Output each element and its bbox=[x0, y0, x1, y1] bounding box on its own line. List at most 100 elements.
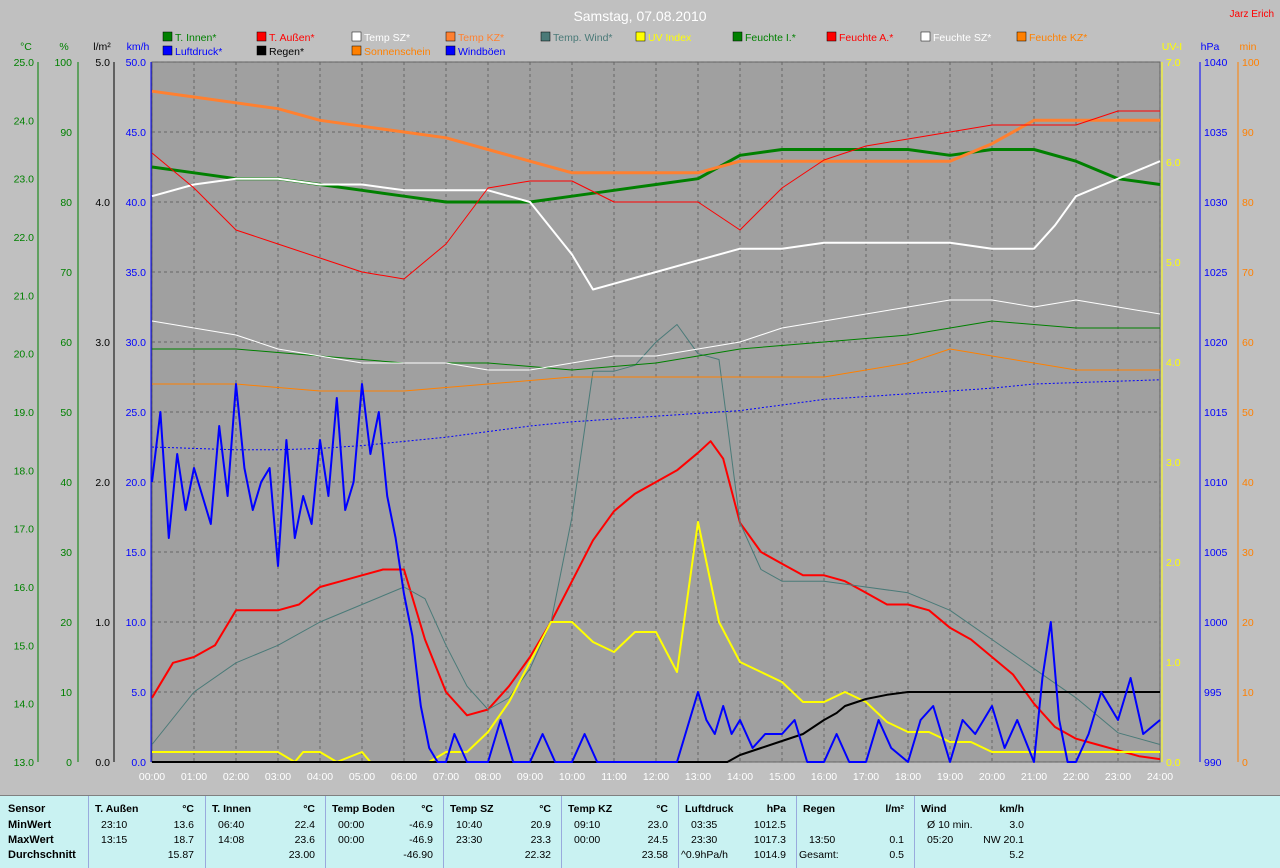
axis-tick-label: 995 bbox=[1204, 687, 1222, 699]
legend-entry: Windböen bbox=[458, 46, 505, 58]
axis-tick-label: 1010 bbox=[1204, 477, 1228, 489]
series-line bbox=[151, 440, 1161, 761]
axis-tick-label: 1.0 bbox=[95, 617, 110, 629]
legend-swatch bbox=[162, 45, 173, 56]
stat-min-value: 1012.5 bbox=[753, 819, 786, 831]
stat-max-value: 0.1 bbox=[889, 834, 904, 846]
axis-tick-label: 1020 bbox=[1204, 337, 1228, 349]
stat-avg-value: 23.00 bbox=[288, 849, 315, 861]
x-tick-label: 14:00 bbox=[727, 771, 753, 783]
axis-tick-label: 40 bbox=[1242, 477, 1254, 489]
axis-tick-label: 0.0 bbox=[1166, 757, 1181, 769]
stat-column: Luftdruck hPa 03:35 1012.5 23:30 1017.3 ^0.9hP… bbox=[678, 796, 794, 868]
axis-unit: °C bbox=[20, 41, 32, 53]
legend-swatch bbox=[826, 31, 837, 42]
legend-entry: Feuchte KZ* bbox=[1029, 32, 1087, 44]
axis-tick-label: 0 bbox=[1242, 757, 1248, 769]
stat-max-value: 23.3 bbox=[530, 834, 551, 846]
axis-tick-label: 80 bbox=[60, 197, 72, 209]
stat-unit: °C bbox=[656, 803, 668, 815]
axis-tick-label: 20.0 bbox=[14, 349, 35, 361]
stat-max-time: 13:15 bbox=[101, 834, 128, 846]
stat-min-time: 23:10 bbox=[101, 819, 128, 831]
series-line bbox=[151, 299, 1161, 371]
legend-swatch bbox=[1016, 31, 1027, 42]
legend-swatch bbox=[920, 31, 931, 42]
axis-tick-label: 1030 bbox=[1204, 197, 1228, 209]
legend-swatch bbox=[351, 45, 362, 56]
axis-tick-label: 14.0 bbox=[14, 699, 35, 711]
axis-tick-label: 60 bbox=[60, 337, 72, 349]
axis-tick-label: 4.0 bbox=[1166, 357, 1181, 369]
stat-avg-value: 15.87 bbox=[167, 849, 194, 861]
stat-avg-value: 22.32 bbox=[524, 849, 551, 861]
legend-entry: Temp KZ* bbox=[458, 32, 504, 44]
axis-tick-label: 80 bbox=[1242, 197, 1254, 209]
x-tick-label: 18:00 bbox=[895, 771, 921, 783]
series-line bbox=[151, 324, 1161, 745]
axis-tick-label: 30.0 bbox=[126, 337, 147, 349]
stat-max-time: 14:08 bbox=[218, 834, 245, 846]
stat-avg-label: ^0.9hPa/h bbox=[681, 849, 728, 861]
axis-tick-label: 6.0 bbox=[1166, 157, 1181, 169]
statistics-panel: Sensor MinWert MaxWert Durchschnitt T. A… bbox=[0, 795, 1280, 868]
stat-title: T. Innen bbox=[212, 803, 252, 815]
axis-tick-label: 1040 bbox=[1204, 57, 1228, 69]
legend-swatch bbox=[351, 31, 362, 42]
axis-tick-label: 24.0 bbox=[14, 115, 35, 127]
series-line bbox=[151, 383, 1161, 763]
stat-max-time: 23:30 bbox=[456, 834, 483, 846]
legend-entry: Regen* bbox=[269, 46, 304, 58]
axis-tick-label: 17.0 bbox=[14, 524, 35, 536]
x-tick-label: 09:00 bbox=[517, 771, 543, 783]
axis-tick-label: 16.0 bbox=[14, 582, 35, 594]
axis-tick-label: 19.0 bbox=[14, 407, 35, 419]
legend-swatch bbox=[732, 31, 743, 42]
x-tick-label: 04:00 bbox=[307, 771, 333, 783]
stat-avg-value: 0.5 bbox=[889, 849, 904, 861]
axis-tick-label: 30 bbox=[60, 547, 72, 559]
axis-tick-label: 22.0 bbox=[14, 232, 35, 244]
stat-title: Luftdruck bbox=[685, 803, 734, 815]
axis-tick-label: 13.0 bbox=[14, 757, 35, 769]
axis-tick-label: 35.0 bbox=[126, 267, 147, 279]
axis-tick-label: 4.0 bbox=[95, 197, 110, 209]
stat-min-time: 00:00 bbox=[338, 819, 365, 831]
series-line bbox=[152, 348, 1160, 392]
axis-tick-label: 50 bbox=[60, 407, 72, 419]
stat-avg-label: Gesamt: bbox=[799, 849, 839, 861]
axis-tick-label: 21.0 bbox=[14, 290, 35, 302]
stat-title: Temp SZ bbox=[450, 803, 494, 815]
axis-tick-label: 990 bbox=[1204, 757, 1222, 769]
x-tick-label: 00:00 bbox=[139, 771, 165, 783]
x-tick-label: 03:00 bbox=[265, 771, 291, 783]
stat-unit: km/h bbox=[999, 803, 1024, 815]
axis-tick-label: 1.0 bbox=[1166, 657, 1181, 669]
stat-min-value: 3.0 bbox=[1009, 819, 1024, 831]
series-line bbox=[151, 89, 1160, 175]
axis-tick-label: 20.0 bbox=[126, 477, 147, 489]
stat-max-value: 23.6 bbox=[294, 834, 315, 846]
x-tick-label: 05:00 bbox=[349, 771, 375, 783]
stat-column: Wind km/h Ø 10 min. 3.0 05:20 NW 20.1 5.2 bbox=[914, 796, 1032, 868]
legend-swatch bbox=[256, 31, 267, 42]
x-tick-label: 07:00 bbox=[433, 771, 459, 783]
stat-min-time: Ø 10 min. bbox=[927, 819, 973, 831]
stat-title: Temp Boden bbox=[332, 803, 395, 815]
x-tick-label: 10:00 bbox=[559, 771, 585, 783]
stat-max-value: NW 20.1 bbox=[983, 834, 1024, 846]
x-tick-label: 22:00 bbox=[1063, 771, 1089, 783]
axis-tick-label: 70 bbox=[1242, 267, 1254, 279]
stat-title: Regen bbox=[803, 803, 836, 815]
stat-avg-value: 5.2 bbox=[1009, 849, 1024, 861]
axis-tick-label: 5.0 bbox=[95, 57, 110, 69]
axis-unit: l/m² bbox=[93, 41, 111, 53]
x-tick-label: 21:00 bbox=[1021, 771, 1047, 783]
axis-tick-label: 3.0 bbox=[1166, 457, 1181, 469]
series-line bbox=[151, 160, 1161, 291]
stat-max-time: 00:00 bbox=[338, 834, 365, 846]
legend-swatch bbox=[540, 31, 551, 42]
stat-min-value: 22.4 bbox=[294, 819, 315, 831]
axis-tick-label: 5.0 bbox=[1166, 257, 1181, 269]
stat-column: Temp KZ °C 09:10 23.0 00:00 24.5 23.58 bbox=[561, 796, 676, 868]
